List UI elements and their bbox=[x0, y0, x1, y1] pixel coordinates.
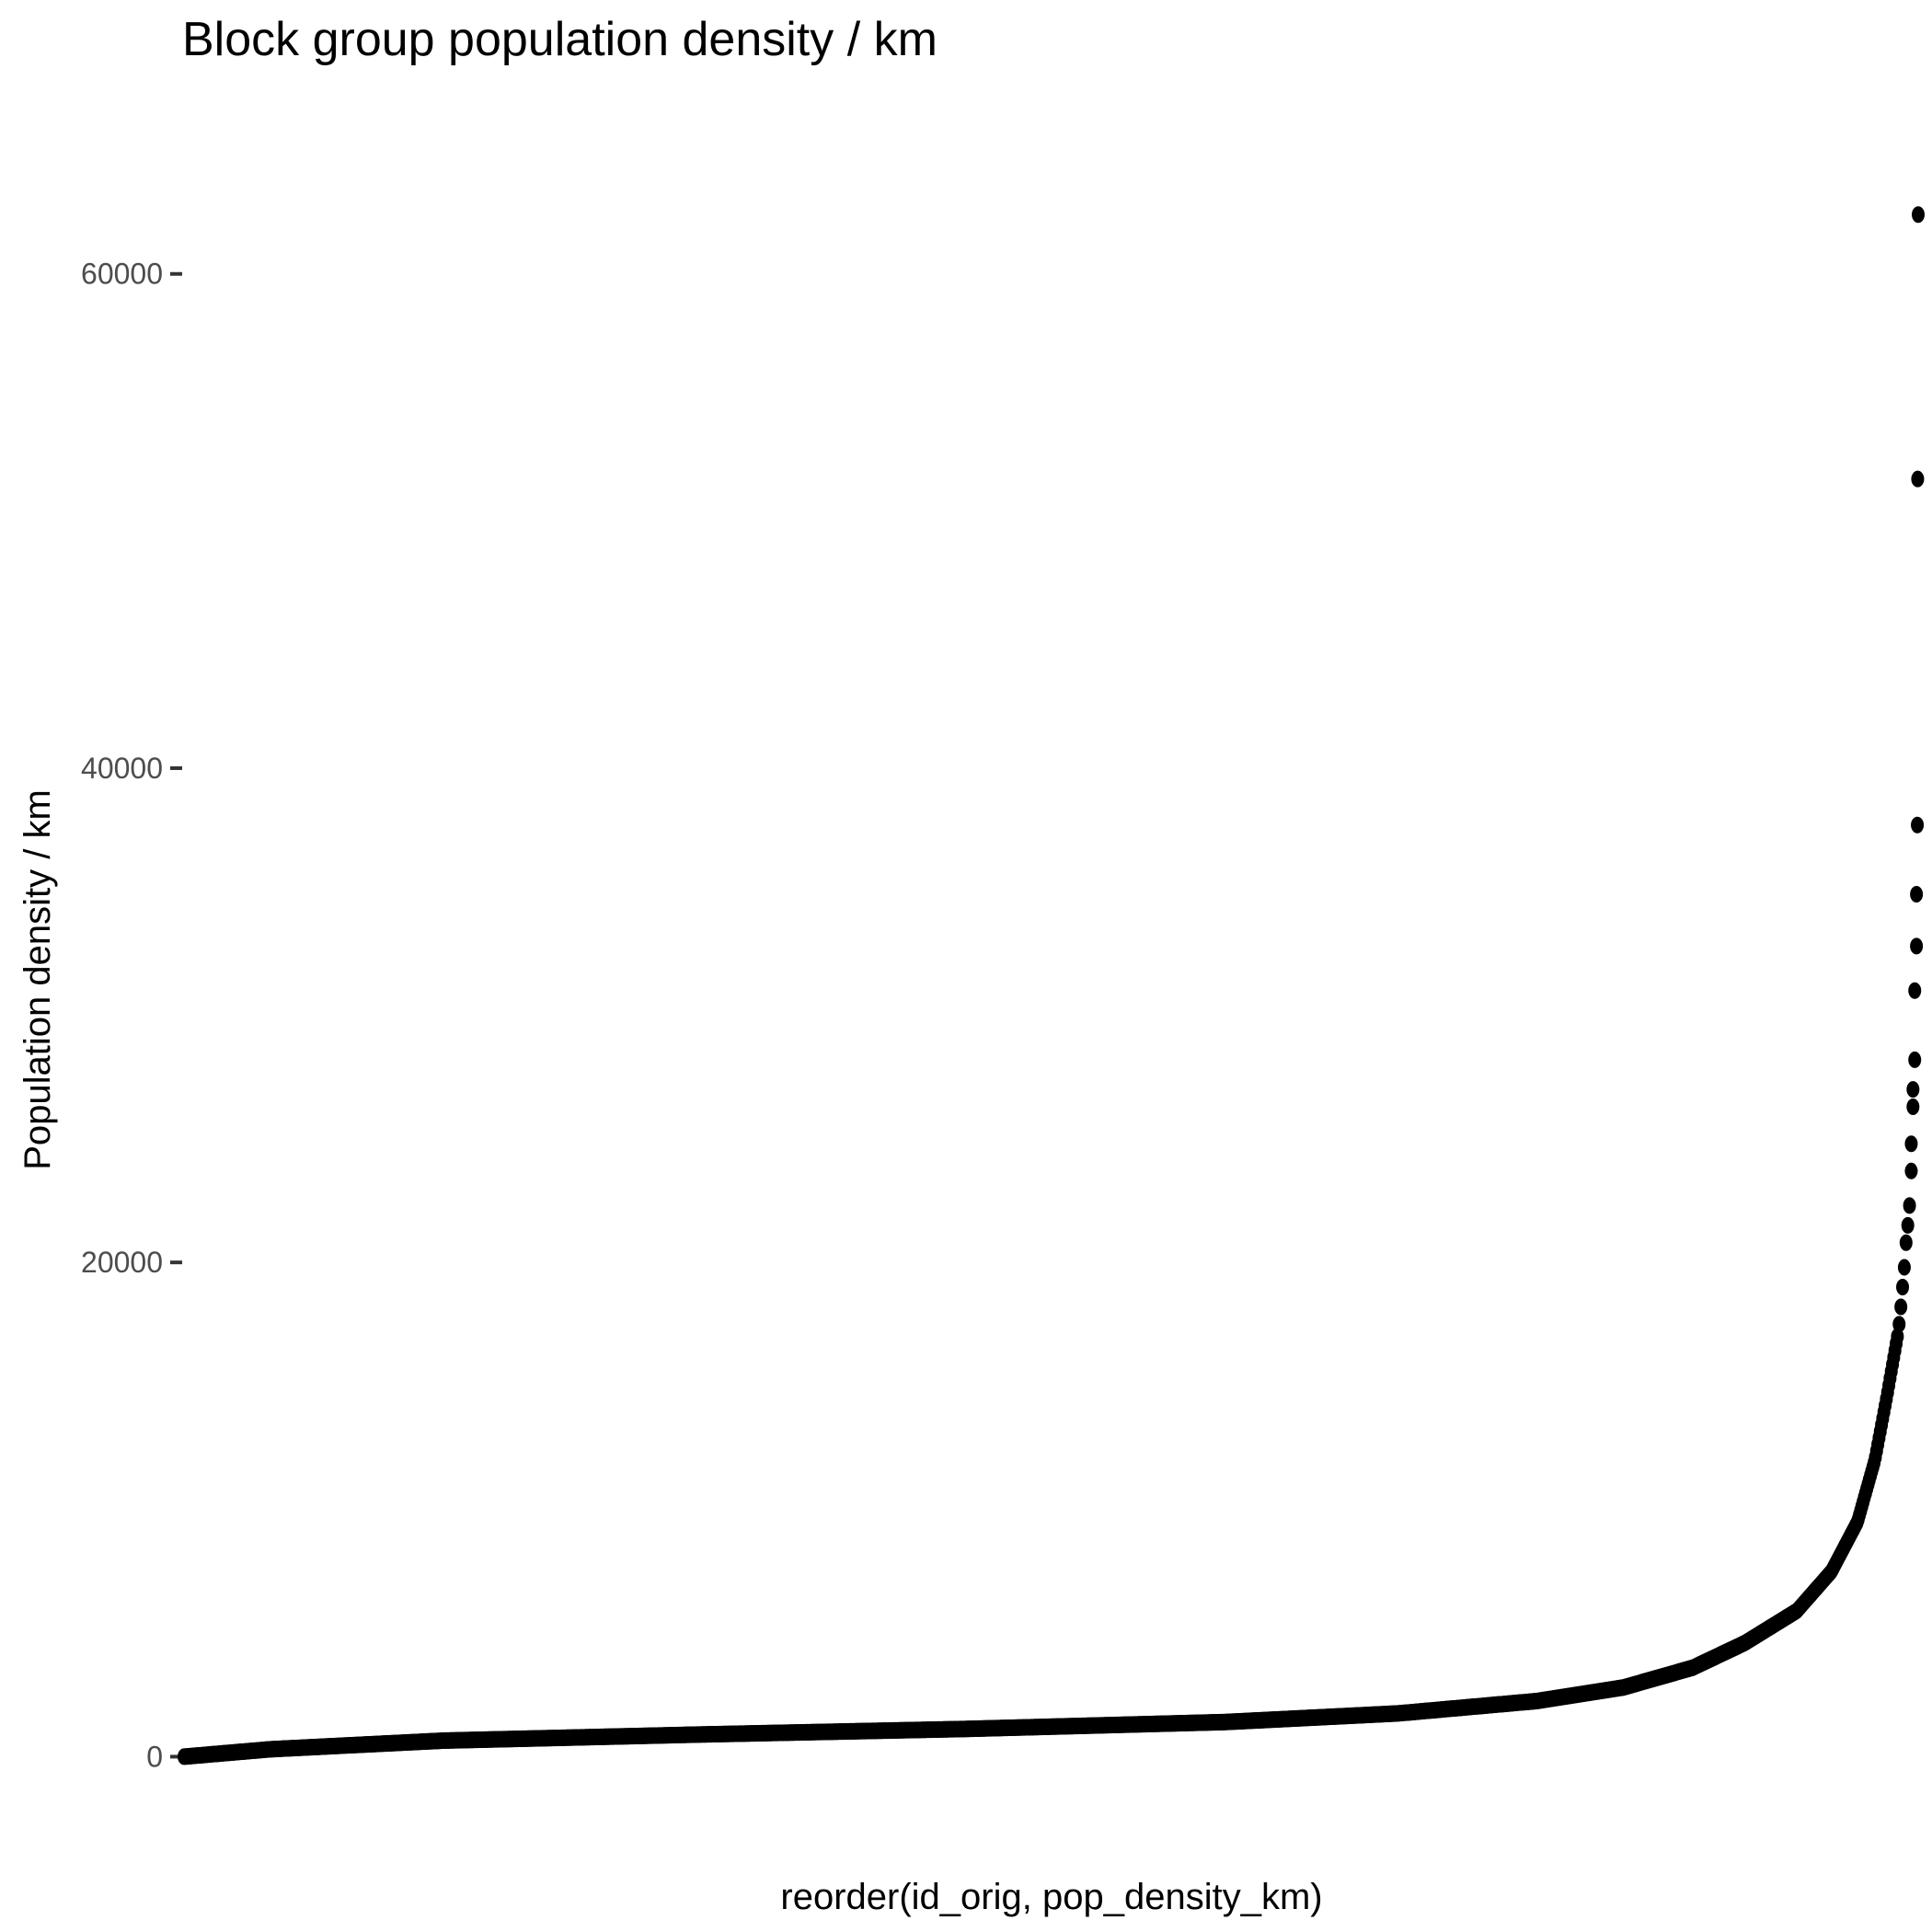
data-point bbox=[1906, 1081, 1920, 1098]
y-tick-label: 40000 bbox=[81, 752, 163, 785]
data-point bbox=[1892, 1316, 1906, 1333]
data-point bbox=[1894, 1298, 1908, 1316]
data-point bbox=[1904, 1135, 1918, 1153]
y-axis-ticks: 0 20000 40000 60000 bbox=[81, 258, 182, 1773]
y-tick-label: 0 bbox=[146, 1740, 163, 1773]
data-point bbox=[1910, 885, 1924, 903]
y-axis-title: Population density / km bbox=[17, 789, 58, 1170]
data-point bbox=[1891, 1328, 1904, 1345]
data-points bbox=[178, 206, 1925, 1765]
chart-title: Block group population density / km bbox=[182, 13, 937, 66]
data-point bbox=[1904, 1162, 1918, 1179]
data-point bbox=[1912, 206, 1925, 224]
data-point bbox=[1908, 1051, 1922, 1068]
data-point bbox=[1896, 1279, 1910, 1296]
data-point bbox=[1906, 1098, 1920, 1115]
data-point bbox=[1910, 937, 1924, 955]
data-point bbox=[1899, 1234, 1913, 1251]
y-tick-label: 60000 bbox=[81, 258, 163, 291]
data-point bbox=[1903, 1197, 1916, 1214]
data-point bbox=[1908, 982, 1922, 999]
data-point bbox=[1901, 1216, 1915, 1234]
data-point bbox=[1911, 470, 1925, 488]
data-point bbox=[1897, 1259, 1911, 1276]
data-point bbox=[1911, 816, 1925, 834]
y-tick-label: 20000 bbox=[81, 1246, 163, 1279]
x-axis-title: reorder(id_orig, pop_density_km) bbox=[780, 1877, 1322, 1917]
